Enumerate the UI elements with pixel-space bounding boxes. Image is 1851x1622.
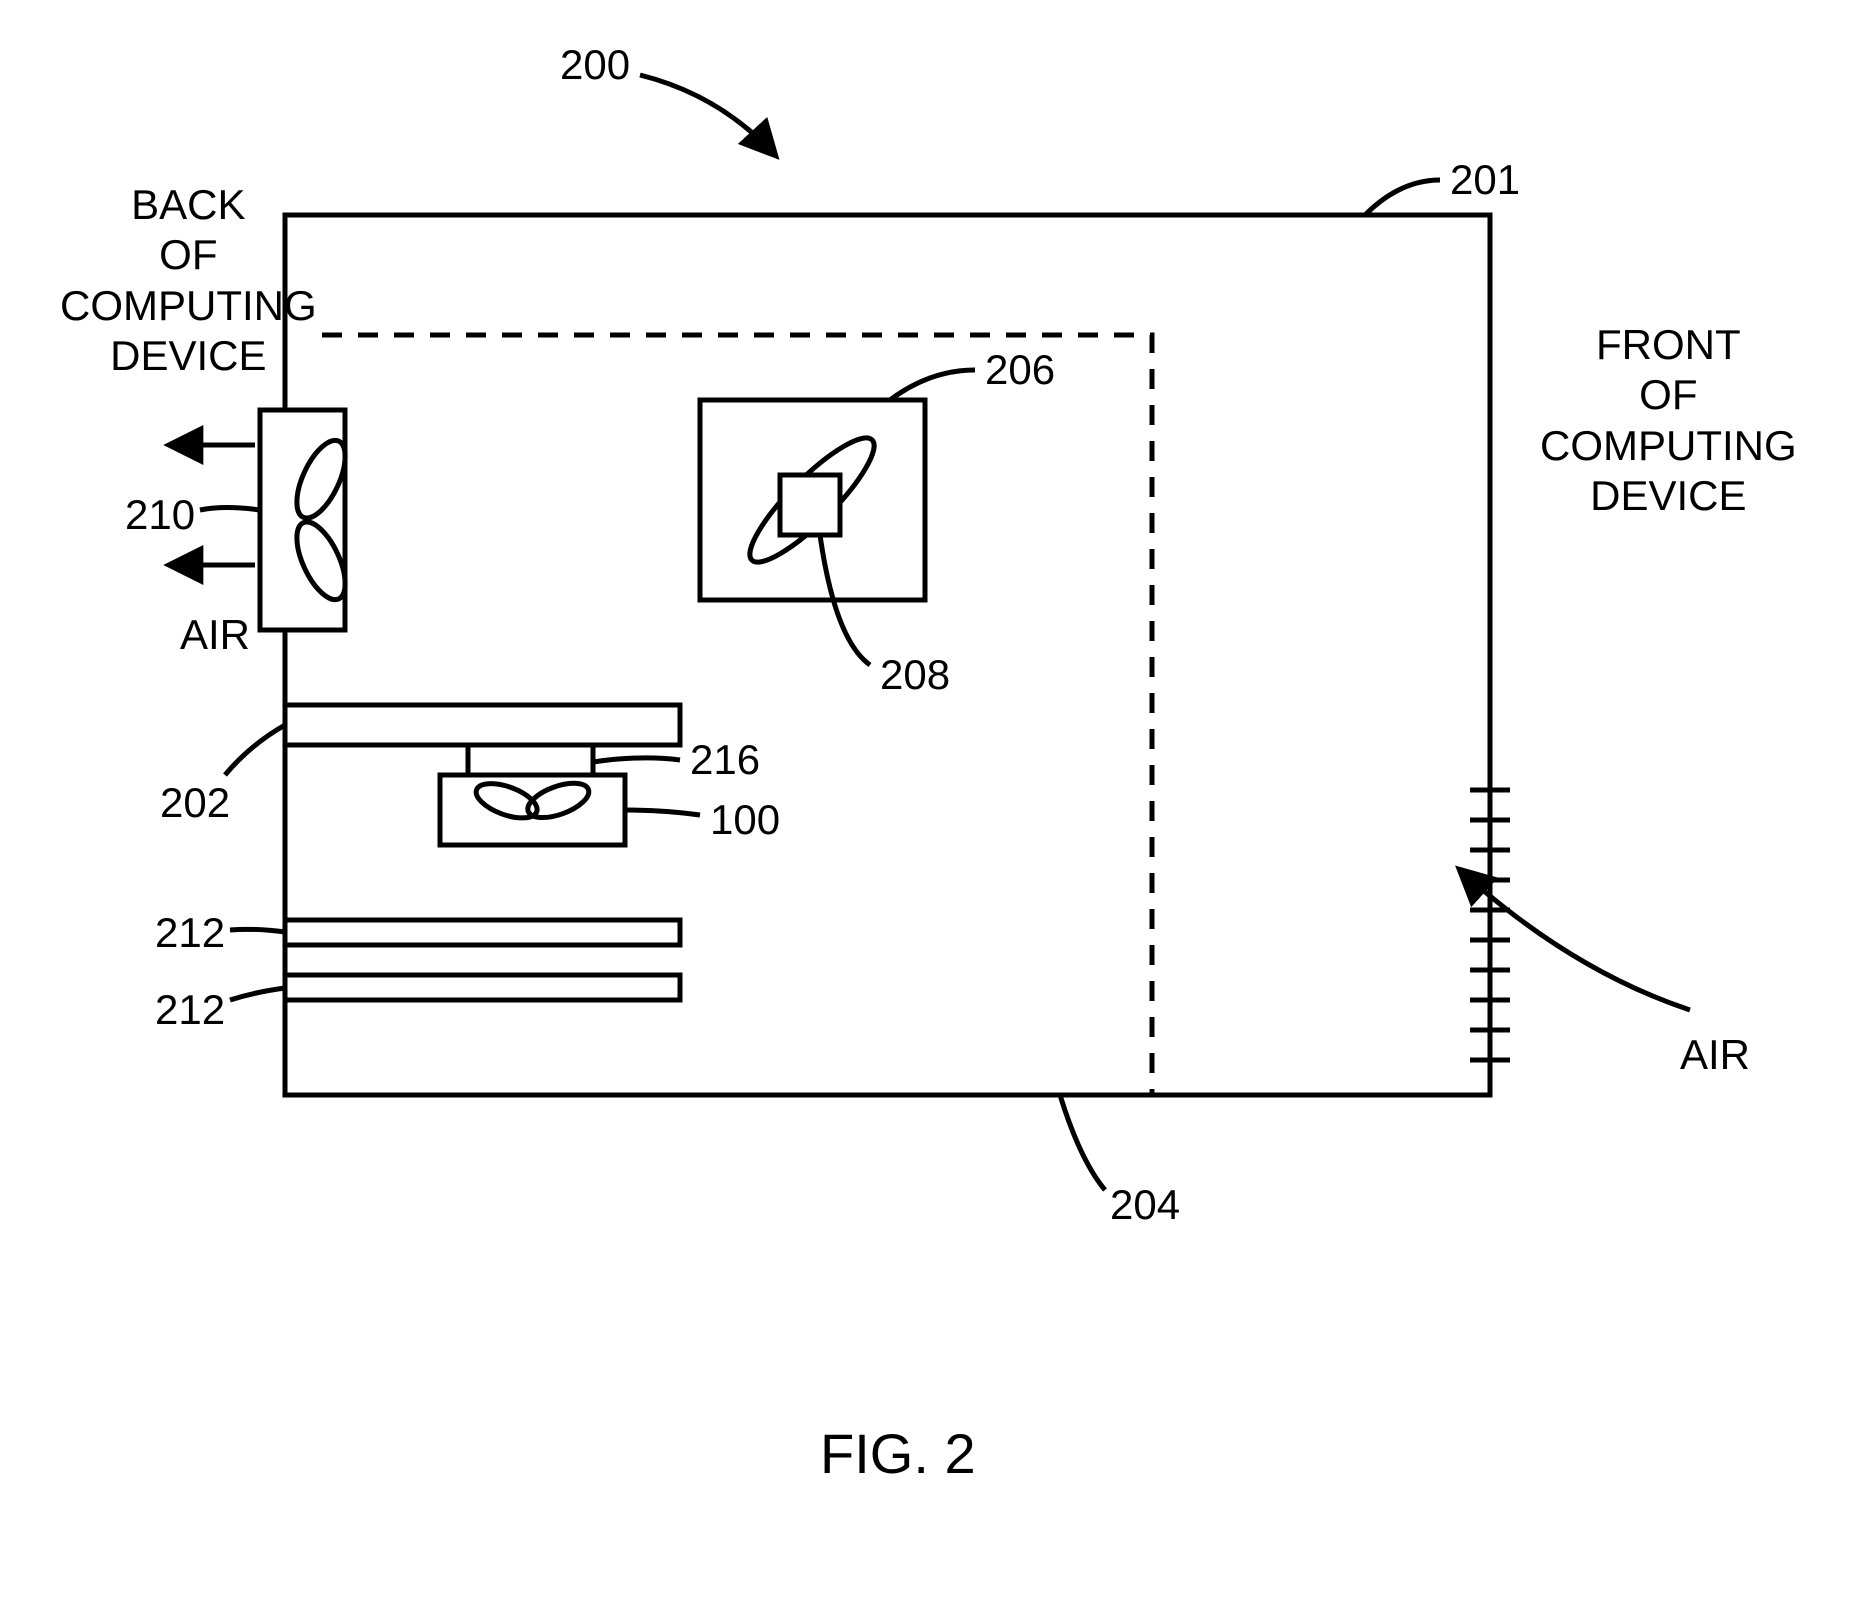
leader-200 <box>640 75 775 155</box>
leader-206 <box>890 370 975 400</box>
ref-208: 208 <box>880 650 950 700</box>
leader-204 <box>1060 1095 1105 1190</box>
ref-200: 200 <box>560 40 630 90</box>
motherboard-dashed <box>322 335 1152 1095</box>
figure-canvas: BACK OF COMPUTING DEVICE FRONT OF COMPUT… <box>0 0 1851 1622</box>
front-label: FRONT OF COMPUTING DEVICE <box>1540 320 1797 522</box>
ref-216: 216 <box>690 735 760 785</box>
fan-100-box <box>440 775 625 845</box>
leader-212b <box>230 988 285 1000</box>
leader-202 <box>225 725 285 775</box>
leader-100 <box>625 810 700 815</box>
ref-212b: 212 <box>155 985 225 1035</box>
ref-202: 202 <box>160 778 230 828</box>
air-right-label: AIR <box>1680 1030 1750 1080</box>
figure-caption: FIG. 2 <box>820 1420 976 1487</box>
ref-204: 204 <box>1110 1180 1180 1230</box>
ref-210: 210 <box>125 490 195 540</box>
ref-100: 100 <box>710 795 780 845</box>
card-212a <box>285 920 680 945</box>
ref-212a: 212 <box>155 908 225 958</box>
leader-210 <box>200 508 260 511</box>
bracket-216 <box>468 745 593 775</box>
ref-201: 201 <box>1450 155 1520 205</box>
leader-201 <box>1365 180 1440 215</box>
ref-206: 206 <box>985 345 1055 395</box>
card-202 <box>285 705 680 745</box>
back-label: BACK OF COMPUTING DEVICE <box>60 180 317 382</box>
air-left-label: AIR <box>180 610 250 660</box>
leader-216 <box>593 758 680 762</box>
card-212b <box>285 975 680 1000</box>
leader-212a <box>230 929 285 932</box>
cpu-center <box>780 475 840 535</box>
